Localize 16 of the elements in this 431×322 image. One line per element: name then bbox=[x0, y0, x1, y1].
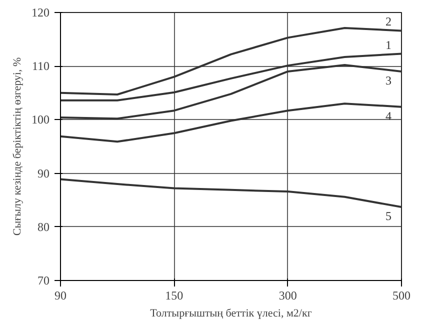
x-axis-title: Толтырғыштың беттік үлесі, м2/кг bbox=[150, 308, 312, 320]
series-label: 1 bbox=[386, 38, 392, 52]
series-label: 2 bbox=[386, 14, 392, 29]
y-tick-label: 100 bbox=[32, 112, 50, 127]
y-axis-title: Сығылу кезінде беріктіктің өзгеруі, % bbox=[12, 57, 24, 236]
y-tick-label: 120 bbox=[32, 6, 50, 20]
x-tick-label: 500 bbox=[392, 288, 410, 302]
x-tick-label: 300 bbox=[278, 288, 297, 302]
y-tick-label: 90 bbox=[38, 166, 50, 180]
y-tick-label: 110 bbox=[32, 59, 50, 74]
x-tick-label: 90 bbox=[54, 288, 66, 302]
series-label: 5 bbox=[386, 209, 392, 224]
y-tick-label: 80 bbox=[38, 220, 50, 234]
series-label: 3 bbox=[386, 73, 392, 88]
x-tick-label: 150 bbox=[165, 288, 184, 302]
y-tick-label: 70 bbox=[38, 274, 50, 288]
